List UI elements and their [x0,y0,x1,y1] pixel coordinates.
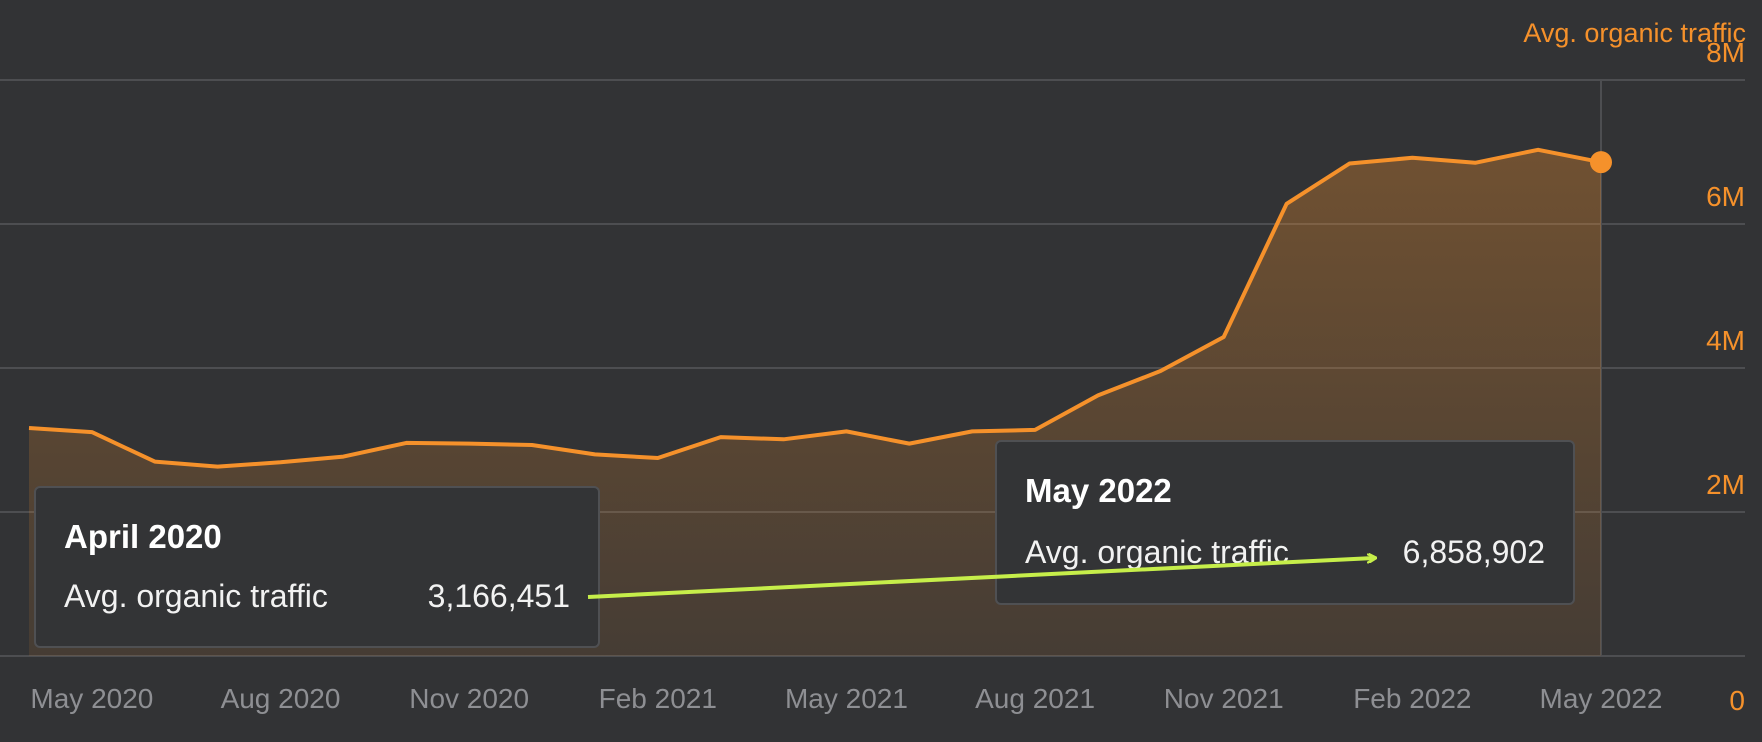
tooltip-april-2020: April 2020 Avg. organic traffic 3,166,45… [34,486,600,648]
x-tick-label: May 2022 [1540,683,1663,714]
y-tick-label: 8M [1706,37,1745,68]
x-axis-ticks: May 2020 Aug 2020 Nov 2020 Feb 2021 May 2021… [30,683,1662,714]
x-tick-label: May 2021 [785,683,908,714]
x-tick-label: Feb 2022 [1353,683,1471,714]
y-tick-label: 6M [1706,181,1745,212]
tooltip-title: May 2022 [1025,472,1172,509]
series-line-layer [28,147,1612,469]
x-tick-label: May 2020 [30,683,153,714]
y-tick-label: 4M [1706,325,1745,356]
x-tick-label: Aug 2020 [221,683,341,714]
tooltip-title: April 2020 [64,518,222,555]
y-axis-ticks: 0 2M 4M 6M 8M [1706,37,1745,716]
x-tick-label: Aug 2021 [975,683,1095,714]
tooltip-may-2022: May 2022 Avg. organic traffic 6,858,902 [995,440,1575,605]
series-line [28,147,1602,469]
series-title: Avg. organic traffic [1523,18,1746,48]
tooltip-value: 3,166,451 [427,578,570,614]
x-tick-label: Feb 2021 [599,683,717,714]
x-tick-label: Nov 2020 [409,683,529,714]
tooltip-label: Avg. organic traffic [64,578,328,614]
tooltip-value: 6,858,902 [1402,534,1545,570]
y-tick-label: 0 [1729,685,1745,716]
highlight-point[interactable] [1590,151,1612,174]
tooltip-label: Avg. organic traffic [1025,534,1289,570]
x-tick-label: Nov 2021 [1164,683,1284,714]
y-tick-label: 2M [1706,469,1745,500]
